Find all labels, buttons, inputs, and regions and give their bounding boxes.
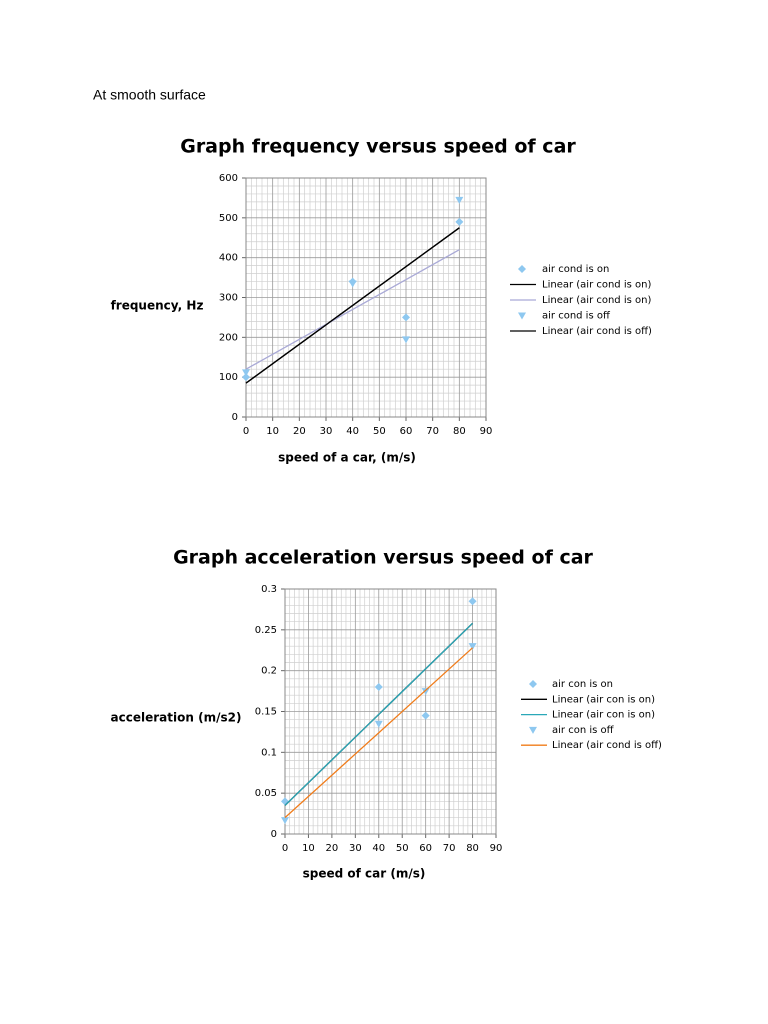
- legend-label: air cond is on: [542, 264, 609, 275]
- x-tick-label: 20: [293, 426, 306, 437]
- chart-title: Graph acceleration versus speed of car: [173, 547, 593, 569]
- x-tick-label: 40: [346, 426, 359, 437]
- triangle-marker: [529, 726, 537, 734]
- y-tick-label: 400: [219, 253, 238, 264]
- y-tick-label: 600: [219, 173, 238, 184]
- y-tick-label: 0.15: [255, 707, 277, 718]
- x-tick-label: 30: [320, 426, 333, 437]
- legend-label: air con is on: [552, 679, 613, 690]
- legend-label: Linear (air cond is off): [542, 326, 652, 337]
- y-axis-label: frequency, Hz: [111, 299, 204, 313]
- x-tick-label: 10: [266, 426, 279, 437]
- x-tick-label: 90: [490, 843, 503, 854]
- diamond-marker: [281, 797, 289, 806]
- triangle-marker: [374, 720, 383, 728]
- triangle-marker: [468, 643, 477, 651]
- diamond-marker: [455, 217, 464, 226]
- legend-label: Linear (air con is on): [552, 710, 655, 721]
- x-tick-label: 30: [349, 843, 362, 854]
- y-tick-label: 0.25: [255, 625, 277, 636]
- chart-title: Graph frequency versus speed of car: [180, 136, 576, 158]
- x-tick-label: 20: [326, 843, 339, 854]
- y-tick-label: 0.1: [261, 747, 277, 758]
- trend-line: [284, 647, 473, 819]
- x-tick-label: 80: [453, 426, 466, 437]
- x-axis-label: speed of car (m/s): [303, 867, 426, 881]
- y-tick-label: 300: [219, 293, 238, 304]
- x-tick-label: 90: [480, 426, 493, 437]
- x-tick-label: 50: [373, 426, 386, 437]
- legend-label: Linear (air cond is on): [542, 280, 651, 291]
- y-axis-label: acceleration (m/s2): [111, 711, 242, 725]
- diamond-marker: [421, 711, 430, 720]
- legend-label: Linear (air cond is on): [542, 295, 651, 306]
- legend-label: Linear (air con is on): [552, 694, 655, 705]
- trend-line: [245, 249, 460, 370]
- triangle-marker: [402, 336, 410, 344]
- x-tick-label: 10: [302, 843, 315, 854]
- triangle-marker: [281, 817, 289, 825]
- y-tick-label: 100: [219, 372, 238, 383]
- trend-line: [245, 227, 460, 384]
- x-tick-label: 70: [443, 843, 456, 854]
- y-tick-label: 200: [219, 332, 238, 343]
- x-tick-label: 0: [282, 843, 288, 854]
- y-tick-label: 500: [219, 213, 238, 224]
- legend-label: air cond is off: [542, 311, 611, 322]
- legend-label: air con is off: [552, 725, 615, 736]
- diamond-marker: [402, 313, 410, 322]
- x-tick-label: 50: [396, 843, 409, 854]
- diamond-marker: [529, 680, 537, 688]
- triangle-marker: [421, 688, 430, 696]
- heading: At smooth surface: [93, 87, 206, 103]
- triangle-marker: [518, 312, 526, 320]
- x-tick-label: 80: [466, 843, 479, 854]
- plot-border: [245, 177, 487, 418]
- y-tick-label: 0: [232, 412, 238, 423]
- trend-line: [284, 622, 474, 806]
- plot-border: [284, 588, 497, 835]
- x-axis-label: speed of a car, (m/s): [278, 451, 416, 465]
- legend-label: Linear (air cond is off): [552, 740, 662, 751]
- triangle-marker: [348, 280, 357, 288]
- diamond-marker: [374, 683, 383, 691]
- y-tick-label: 0.05: [255, 788, 277, 799]
- triangle-marker: [455, 196, 464, 204]
- x-tick-label: 60: [419, 843, 432, 854]
- y-tick-label: 0.2: [261, 666, 277, 677]
- diamond-marker: [242, 373, 250, 382]
- triangle-marker: [242, 369, 250, 377]
- x-tick-label: 40: [372, 843, 385, 854]
- diamond-marker: [468, 597, 477, 606]
- x-tick-label: 0: [243, 426, 249, 437]
- x-tick-label: 70: [426, 426, 439, 437]
- y-tick-label: 0.3: [261, 584, 277, 595]
- x-tick-label: 60: [400, 426, 413, 437]
- y-tick-label: 0: [271, 829, 277, 840]
- diamond-marker: [518, 265, 526, 273]
